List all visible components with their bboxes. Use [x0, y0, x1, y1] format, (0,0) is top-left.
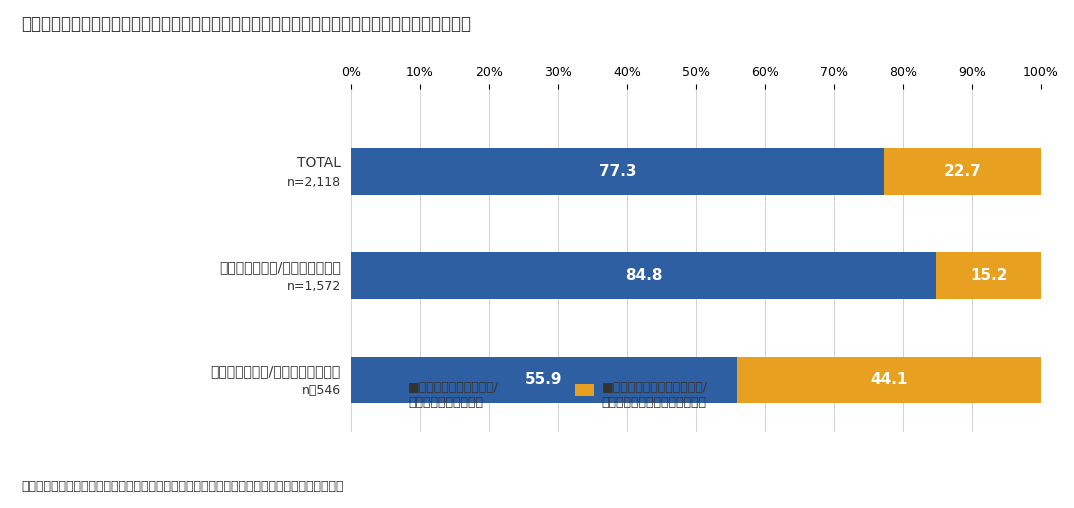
- Text: 22.7: 22.7: [944, 164, 982, 179]
- Text: あまり知らない/まったく知らない: あまり知らない/まったく知らない: [211, 365, 340, 378]
- Text: まあ知りたいと思う: まあ知りたいと思う: [408, 396, 483, 409]
- Text: n＝546: n＝546: [302, 384, 340, 397]
- Bar: [351, 148, 884, 195]
- Text: n=2,118: n=2,118: [287, 176, 340, 188]
- Text: 図３　医療費が医療保険料と税金でまかなわれていることの意識と窓口自己負担以外の費用への関心: 図３ 医療費が医療保険料と税金でまかなわれていることの意識と窓口自己負担以外の費…: [21, 15, 471, 33]
- Text: ■とても知りたいと思う/: ■とても知りたいと思う/: [408, 380, 499, 394]
- Bar: [351, 357, 737, 403]
- Text: まったく知りたいと思わない: まったく知りたいと思わない: [601, 396, 707, 409]
- Bar: [937, 252, 1041, 299]
- Bar: [884, 148, 1041, 195]
- Text: よく知っている/まあ知っている: よく知っている/まあ知っている: [219, 261, 340, 274]
- Bar: [737, 357, 1041, 403]
- Text: 44.1: 44.1: [870, 372, 908, 388]
- Text: n=1,572: n=1,572: [287, 280, 340, 293]
- Text: ■あまり知りたいと思わない/: ■あまり知りたいと思わない/: [601, 380, 708, 394]
- Text: 77.3: 77.3: [599, 164, 637, 179]
- Text: 出所：「医薬品の価格や制度、価値に関する意識調査」結果を基に医薬産業政策研究所にて作成: 出所：「医薬品の価格や制度、価値に関する意識調査」結果を基に医薬産業政策研究所に…: [21, 480, 344, 493]
- Text: 84.8: 84.8: [625, 268, 663, 283]
- Text: 15.2: 15.2: [970, 268, 1007, 283]
- Text: 55.9: 55.9: [525, 372, 563, 388]
- Text: TOTAL: TOTAL: [296, 156, 340, 171]
- Bar: [351, 252, 937, 299]
